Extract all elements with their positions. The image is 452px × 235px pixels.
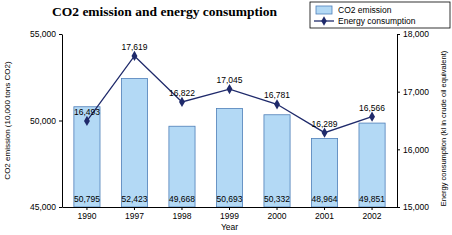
tick: 15,000 <box>397 202 429 212</box>
data-label: 50,332 <box>264 194 290 204</box>
tick-mark <box>324 207 325 210</box>
y-axis: 45,000 50,000 55,000 <box>30 29 63 212</box>
tick-mark <box>277 207 278 210</box>
data-label: 17,045 <box>217 75 243 85</box>
data-label: 50,693 <box>217 194 243 204</box>
tick: 1997 <box>125 207 144 221</box>
legend-box <box>310 2 450 28</box>
tick-label: 45,000 <box>30 202 56 212</box>
line-marker <box>132 51 138 61</box>
tick: 16,000 <box>397 145 429 155</box>
line-marker <box>227 84 233 94</box>
line-marker <box>84 116 90 126</box>
tick-mark <box>372 207 373 210</box>
tick-mark <box>134 207 135 210</box>
line-marker <box>179 97 185 107</box>
tick: 50,000 <box>30 116 62 126</box>
chart-title: CO2 emission and energy consumption <box>52 4 278 19</box>
data-label: 16,289 <box>312 119 338 129</box>
legend-swatch <box>316 6 332 14</box>
tick-label: 55,000 <box>30 29 56 39</box>
tick: 55,000 <box>30 29 62 39</box>
tick-mark <box>59 121 62 122</box>
tick: 1999 <box>220 207 239 221</box>
tick: 2000 <box>268 207 287 221</box>
legend-label: Energy consumption <box>338 16 416 26</box>
data-label: 49,668 <box>169 194 195 204</box>
tick-label: 1999 <box>220 211 239 221</box>
data-label: 48,964 <box>312 194 338 204</box>
tick: 1990 <box>77 207 96 221</box>
data-label: 16,493 <box>74 107 100 117</box>
tick: 18,000 <box>397 29 429 39</box>
bar <box>311 138 337 207</box>
axis-line <box>397 35 398 208</box>
legend: CO2 emissionEnergy consumption <box>310 2 450 28</box>
tick-mark <box>59 34 62 35</box>
bar <box>359 123 385 207</box>
data-labels: 50,795 52,423 49,668 50,693 50,332 48,964 49,8… <box>74 42 385 204</box>
x-axis-title: Year <box>221 222 238 232</box>
tick: 45,000 <box>30 202 62 212</box>
chart-svg: CO2 emission and energy consumption 50,79… <box>0 0 452 235</box>
data-label: 52,423 <box>121 194 147 204</box>
line-marker <box>322 128 328 138</box>
data-label: 50,795 <box>74 194 100 204</box>
tick-label: 1990 <box>77 211 96 221</box>
chart-container: CO2 emission and energy consumption 50,79… <box>0 0 452 235</box>
tick-mark <box>397 34 400 35</box>
tick-label: 50,000 <box>30 116 56 126</box>
bar <box>264 115 290 207</box>
data-label: 49,851 <box>359 194 385 204</box>
tick-label: 2001 <box>315 211 334 221</box>
legend-label: CO2 emission <box>338 5 392 15</box>
data-label: 16,822 <box>169 88 195 98</box>
tick-label: 16,000 <box>403 145 429 155</box>
tick: 17,000 <box>397 87 429 97</box>
tick-mark <box>59 207 62 208</box>
data-label: 16,566 <box>359 103 385 113</box>
tick-label: 1998 <box>173 211 192 221</box>
line-marker <box>369 112 375 122</box>
tick-mark <box>397 149 400 150</box>
tick-label: 18,000 <box>403 29 429 39</box>
tick: 1998 <box>173 207 192 221</box>
plot-marks <box>74 51 385 207</box>
tick: 2002 <box>363 207 382 221</box>
bar <box>121 79 147 207</box>
tick-mark <box>181 207 182 210</box>
tick-mark <box>229 207 230 210</box>
tick-label: 17,000 <box>403 87 429 97</box>
tick-mark <box>86 207 87 210</box>
data-label: 17,619 <box>121 42 147 52</box>
y2-axis-title: Energy consumption (kl in crude oil equi… <box>439 50 448 206</box>
bar <box>216 109 242 207</box>
tick-mark <box>397 92 400 93</box>
axis-line <box>62 35 63 208</box>
legend-marker <box>321 16 326 25</box>
data-label: 16,781 <box>264 90 290 100</box>
tick-label: 15,000 <box>403 202 429 212</box>
tick-label: 2000 <box>268 211 287 221</box>
y-axis-title: CO2 emission (10,000 tons CO2) <box>3 61 12 180</box>
tick-label: 2002 <box>363 211 382 221</box>
tick-label: 1997 <box>125 211 144 221</box>
line-marker <box>274 99 280 109</box>
x-axis: 1990 1997 1998 1999 2000 2001 2002 <box>63 207 398 221</box>
line <box>87 56 372 133</box>
y2-axis: 15,000 16,000 17,000 18,000 <box>397 29 429 212</box>
bar <box>74 107 100 207</box>
bar <box>169 126 195 207</box>
tick: 2001 <box>315 207 334 221</box>
